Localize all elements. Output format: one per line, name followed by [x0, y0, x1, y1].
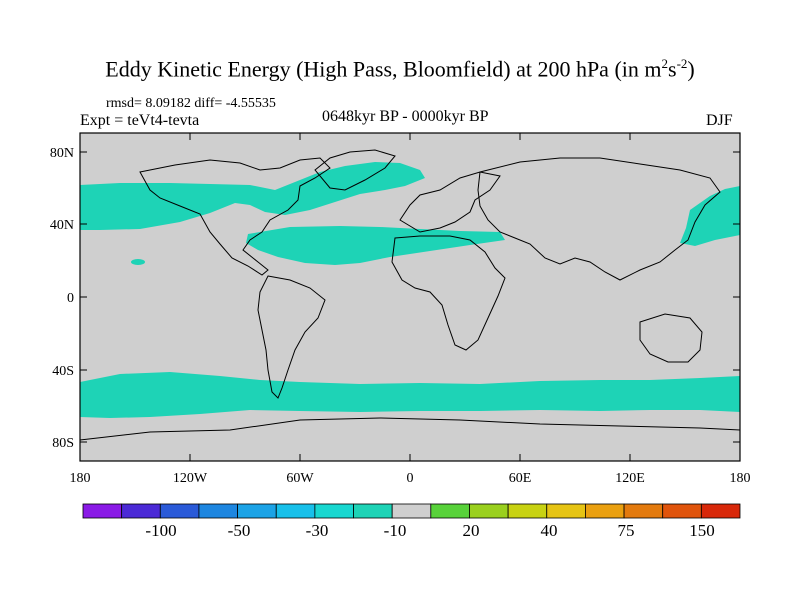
coastlines: [79, 149, 741, 441]
small-anomaly: [131, 259, 145, 265]
africa-outline: [391, 235, 506, 351]
lat-tick-label: 80S: [52, 436, 74, 451]
season-label: DJF: [706, 112, 733, 129]
lon-tick-label: 180: [70, 471, 91, 486]
colorbar-segment: [198, 503, 238, 519]
chart-title: Eddy Kinetic Energy (High Pass, Bloomfie…: [105, 56, 695, 82]
colorbar-label: -30: [306, 521, 329, 540]
europe-outline: [399, 171, 501, 233]
colorbar-segment: [430, 503, 470, 519]
colorbar-segment: [82, 503, 123, 519]
lon-tick-label: 60W: [286, 471, 314, 486]
lon-tick-label: 180: [730, 471, 751, 486]
greenland-outline: [314, 149, 396, 191]
lat-tick-label: 40N: [50, 218, 74, 233]
north-pacific-band: [680, 186, 740, 246]
colorbar-segment: [700, 503, 741, 519]
colorbar-label: 40: [541, 521, 558, 540]
stats-text: rmsd= 8.09182 diff= -4.55535: [106, 96, 276, 111]
lon-tick-label: 120W: [173, 471, 208, 486]
lon-axis: [79, 133, 741, 461]
colorbar-segment: [353, 503, 393, 519]
lat-tick-label: 0: [67, 291, 74, 306]
lon-tick-label: 0: [407, 471, 414, 486]
colorbar-label: -10: [384, 521, 407, 540]
lat-tick-label: 80N: [50, 146, 74, 161]
antarctica-outline: [79, 417, 741, 441]
colorbar-segment: [585, 503, 625, 519]
colorbar: [82, 503, 741, 519]
colorbar-label: 75: [618, 521, 635, 540]
southern-ocean-band: [80, 372, 740, 418]
colorbar-segment: [159, 503, 200, 519]
colorbar-segment: [623, 503, 664, 519]
asia-outline: [477, 157, 721, 281]
lat-axis: [80, 151, 740, 443]
colorbar-segment: [391, 503, 432, 519]
colorbar-segment: [275, 503, 316, 519]
colorbar-segment: [314, 503, 354, 519]
colorbar-label: 150: [689, 521, 715, 540]
colorbar-label: -100: [145, 521, 176, 540]
colorbar-segment: [237, 503, 277, 519]
anomaly-regions: [80, 162, 740, 418]
lat-tick-label: 40S: [52, 364, 74, 379]
colorbar-label: -50: [228, 521, 251, 540]
colorbar-segment: [121, 503, 161, 519]
colorbar-segment: [469, 503, 509, 519]
north-atlantic-band: [80, 162, 425, 230]
period-label: 0648kyr BP - 0000kyr BP: [322, 108, 489, 125]
experiment-label: Expt = teVt4-tevta: [80, 112, 200, 129]
colorbar-segment: [546, 503, 586, 519]
colorbar-segment: [507, 503, 548, 519]
lon-tick-label: 60E: [509, 471, 532, 486]
north-america-outline: [139, 157, 331, 276]
colorbar-segment: [662, 503, 702, 519]
south-america-outline: [257, 275, 326, 399]
australia-outline: [639, 313, 703, 363]
lon-tick-label: 120E: [615, 471, 645, 486]
colorbar-label: 20: [463, 521, 480, 540]
